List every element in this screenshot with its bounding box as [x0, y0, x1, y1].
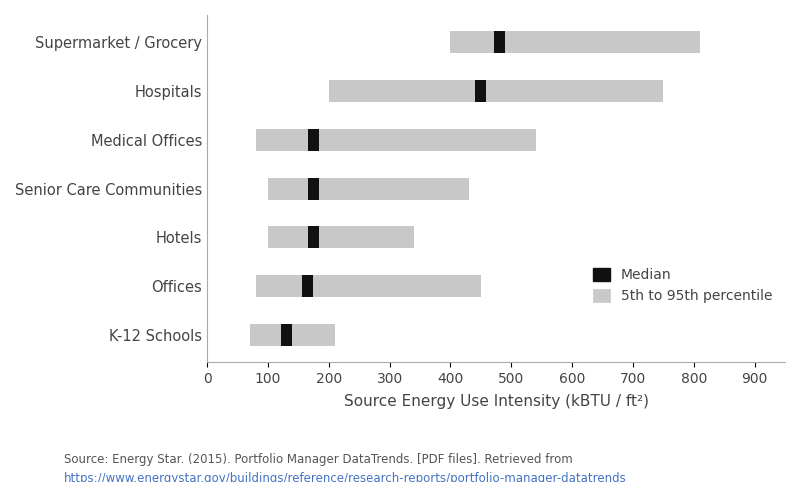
Bar [268, 177, 469, 200]
Text: https://www.energystar.gov/buildings/reference/research-reports/portfolio-manage: https://www.energystar.gov/buildings/ref… [64, 472, 626, 482]
Bar [450, 31, 700, 53]
Bar [308, 227, 319, 249]
Bar [256, 129, 535, 151]
Bar [302, 275, 313, 297]
Bar [308, 129, 319, 151]
Bar [329, 80, 663, 102]
Bar [308, 177, 319, 200]
Text: Source: Energy Star. (2015). Portfolio Manager DataTrends. [PDF files]. Retrieve: Source: Energy Star. (2015). Portfolio M… [64, 453, 573, 466]
X-axis label: Source Energy Use Intensity (kBTU / ft²): Source Energy Use Intensity (kBTU / ft²) [343, 394, 649, 409]
Bar [268, 227, 414, 249]
Bar [281, 324, 292, 347]
Legend: Median, 5th to 95th percentile: Median, 5th to 95th percentile [588, 263, 778, 309]
Bar [475, 80, 486, 102]
Bar [256, 275, 481, 297]
Bar [494, 31, 505, 53]
Bar [250, 324, 335, 347]
